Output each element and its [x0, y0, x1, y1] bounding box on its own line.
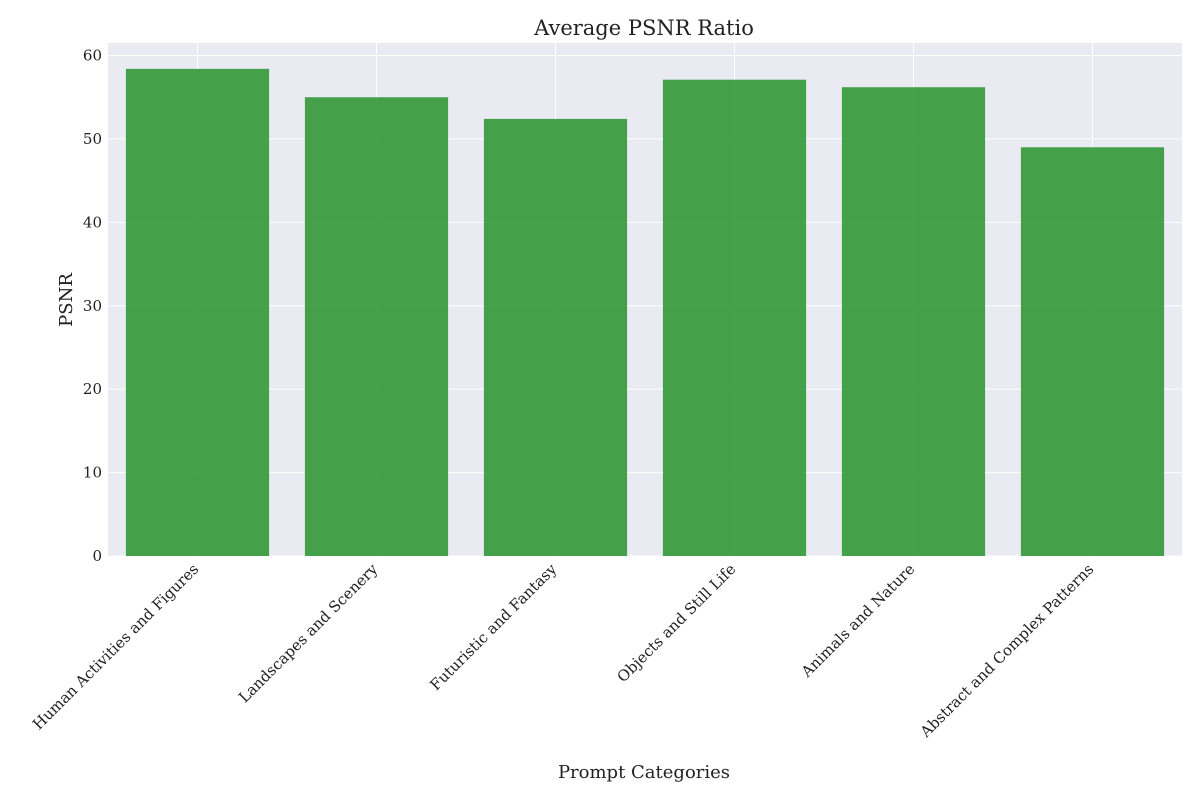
y-axis-label: PSNR: [56, 273, 77, 327]
chart-title: Average PSNR Ratio: [533, 16, 754, 40]
x-tick-label: Landscapes and Scenery: [235, 560, 382, 707]
x-tick-label: Human Activities and Figures: [29, 560, 202, 733]
y-tick-label: 10: [83, 464, 102, 482]
bar-abstract-and-complex-patterns: [1020, 147, 1165, 556]
bar-animals-and-nature: [841, 87, 986, 557]
y-tick-label: 20: [83, 380, 102, 398]
x-tick-label: Abstract and Complex Patterns: [916, 560, 1097, 741]
bar-landscapes-and-scenery: [304, 97, 449, 556]
x-axis-label: Prompt Categories: [558, 762, 730, 783]
bar-futuristic-and-fantasy: [483, 118, 628, 556]
y-tick-label: 0: [92, 547, 102, 565]
x-tick-label: Animals and Nature: [797, 560, 918, 681]
bars: [125, 68, 1165, 557]
y-tick-label: 60: [83, 47, 102, 65]
bar-objects-and-still-life: [662, 79, 807, 556]
bar-human-activities-and-figures: [125, 68, 270, 557]
y-axis-ticks: 0 10 20 30 40 50 60: [83, 47, 102, 565]
y-tick-label: 40: [83, 213, 102, 231]
y-tick-label: 30: [83, 297, 102, 315]
y-tick-label: 50: [83, 130, 102, 148]
x-tick-label: Futuristic and Fantasy: [426, 560, 560, 694]
x-tick-label: Objects and Still Life: [613, 560, 739, 686]
plot-area: [108, 43, 1182, 556]
x-axis-ticks: Human Activities and Figures Landscapes a…: [29, 560, 1097, 742]
